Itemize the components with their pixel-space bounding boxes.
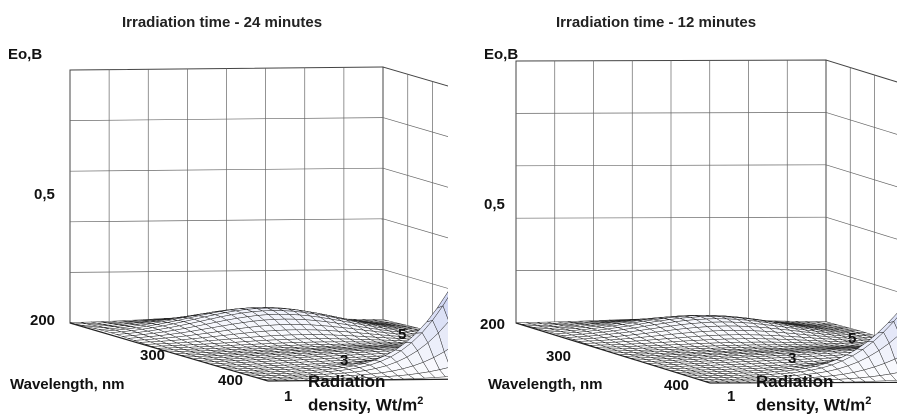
chart-panel-24min: Irradiation time - 24 minutes Eo,B 0,5 2… [0, 0, 448, 416]
y-tick-label: 1 [727, 388, 736, 405]
wall-gridline [825, 164, 897, 188]
wall-gridline [382, 269, 448, 289]
x-tick-label: 300 [546, 348, 572, 365]
x-axis-label: Wavelength, nm [10, 376, 125, 393]
y-axis-line [267, 378, 448, 382]
x-tick-label: 400 [218, 372, 244, 389]
wall-gridline [69, 218, 384, 223]
x-tick-label: 200 [480, 316, 506, 333]
wall-gridline [69, 117, 384, 121]
wall-gridline [825, 112, 897, 135]
y-axis-label-line2: density, Wt/m2 [308, 395, 424, 415]
x-axis-label: Wavelength, nm [488, 376, 603, 393]
wall-gridline [382, 218, 448, 239]
y-tick-label: 3 [340, 352, 349, 369]
surface-plot-12min [515, 59, 897, 384]
y-axis-label-line1: Radiation [756, 372, 834, 391]
surface-facet [893, 317, 897, 330]
y-tick-label: 5 [848, 330, 857, 347]
wall-gridline [825, 216, 897, 240]
x-tick-label: 400 [664, 377, 690, 394]
y-axis-line [709, 381, 897, 384]
wall-gridline [825, 269, 897, 292]
surface-plot-24min [69, 66, 448, 382]
y-tick-label: 3 [788, 350, 797, 367]
z-tick-label: 0,5 [484, 196, 505, 213]
wall-gridline [515, 216, 827, 219]
y-tick-label: 5 [398, 326, 407, 343]
wall-gridline [515, 269, 827, 271]
x-tick-label: 300 [140, 347, 166, 364]
x-axis-line [515, 322, 711, 384]
z-tick-label: 0,5 [34, 186, 55, 203]
z-axis-label: Eo,B [8, 46, 43, 63]
y-tick-label: 1 [284, 388, 293, 405]
wall-gridline [515, 164, 827, 167]
chart-title: Irradiation time - 24 minutes [122, 14, 323, 31]
x-tick-label: 200 [30, 312, 56, 329]
y-axis-label-line2: density, Wt/m2 [756, 395, 872, 415]
wall-gridline [515, 112, 827, 114]
wall-gridline [69, 269, 384, 273]
back-wall-right [825, 59, 897, 345]
back-wall-right [382, 66, 448, 340]
chart-title: Irradiation time - 12 minutes [556, 14, 757, 31]
wall-gridline [382, 117, 448, 138]
chart-panel-12min: Irradiation time - 12 minutes Eo,B 0,5 2… [452, 0, 897, 416]
y-axis-label-line1: Radiation [308, 372, 386, 391]
x-axis-line [69, 322, 269, 382]
wall-gridline [382, 167, 448, 188]
z-axis-label: Eo,B [484, 46, 519, 63]
wall-gridline [69, 167, 384, 172]
